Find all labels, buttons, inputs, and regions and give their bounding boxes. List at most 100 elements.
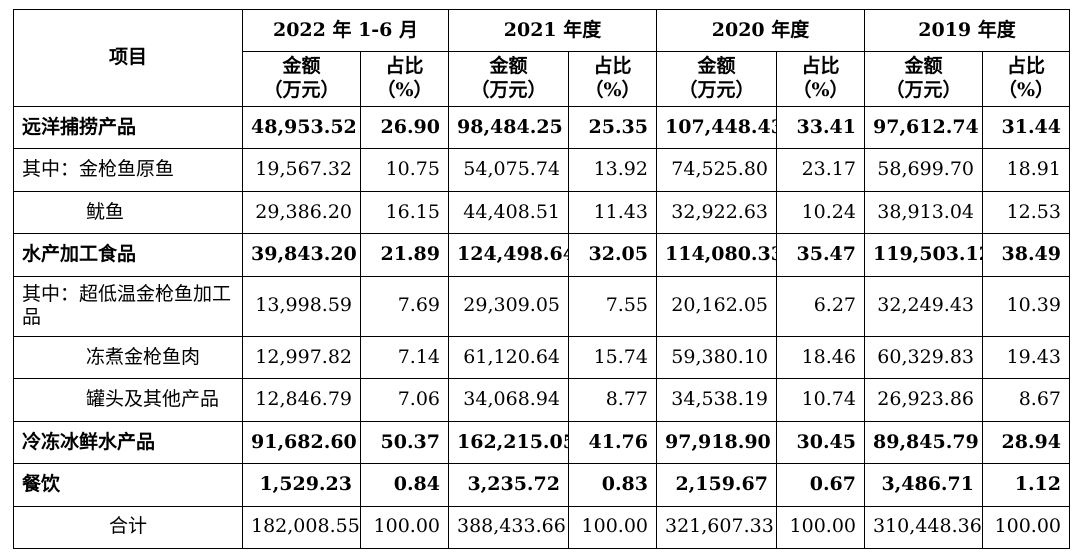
- header-amount: 金额 （万元）: [242, 51, 361, 107]
- amount-cell: 119,503.12: [864, 233, 983, 277]
- ratio-cell: 11.43: [568, 190, 657, 235]
- header-ratio: 占比 （%）: [776, 51, 865, 107]
- amount-cell: 58,699.70: [864, 148, 983, 192]
- ratio-cell: 18.46: [776, 335, 865, 380]
- row-label: 水产加工食品: [13, 233, 243, 277]
- ratio-cell: 13.92: [568, 148, 657, 192]
- header-amount: 金额 （万元）: [448, 51, 569, 107]
- amount-cell: 89,845.79: [864, 420, 983, 465]
- amount-cell: 60,329.83: [864, 335, 983, 380]
- amount-cell: 182,008.55: [242, 505, 361, 550]
- amount-cell: 98,484.25: [448, 105, 569, 150]
- header-period-2019: 2019 年度: [864, 9, 1070, 52]
- ratio-cell: 10.75: [360, 148, 449, 192]
- amount-cell: 97,612.74: [864, 105, 983, 150]
- ratio-cell: 10.39: [982, 275, 1070, 337]
- amount-cell: 34,068.94: [448, 378, 569, 422]
- ratio-cell: 100.00: [982, 505, 1070, 550]
- table-row: 远洋捕捞产品 48,953.52 26.90 98,484.25 25.35 107,44…: [13, 105, 1070, 150]
- amount-cell: 3,235.72: [448, 463, 569, 507]
- ratio-cell: 10.74: [776, 378, 865, 422]
- amount-cell: 29,386.20: [242, 190, 361, 235]
- row-label: 远洋捕捞产品: [13, 105, 243, 150]
- ratio-cell: 16.15: [360, 190, 449, 235]
- ratio-cell: 100.00: [568, 505, 657, 550]
- ratio-cell: 7.55: [568, 275, 657, 337]
- row-label: 其中：超低温金枪鱼加工品: [13, 275, 243, 337]
- table-body: 远洋捕捞产品 48,953.52 26.90 98,484.25 25.35 107,44…: [13, 105, 1070, 550]
- amount-cell: 32,922.63: [656, 190, 777, 235]
- revenue-table: 项目 2022 年 1-6 月 2021 年度 2020 年度 2019 年度 …: [13, 9, 1070, 550]
- amount-cell: 48,953.52: [242, 105, 361, 150]
- amount-cell: 54,075.74: [448, 148, 569, 192]
- table-row: 冻煮金枪鱼肉 12,997.82 7.14 61,120.64 15.74 59,380.…: [13, 335, 1070, 380]
- ratio-cell: 28.94: [982, 420, 1070, 465]
- row-label: 冻煮金枪鱼肉: [13, 335, 243, 380]
- amount-cell: 162,215.05: [448, 420, 569, 465]
- ratio-cell: 32.05: [568, 233, 657, 277]
- row-label: 餐饮: [13, 463, 243, 507]
- amount-cell: 321,607.33: [656, 505, 777, 550]
- ratio-cell: 8.67: [982, 378, 1070, 422]
- amount-cell: 12,997.82: [242, 335, 361, 380]
- table-row: 其中：超低温金枪鱼加工品 13,998.59 7.69 29,309.05 7.55 20…: [13, 275, 1070, 337]
- amount-cell: 1,529.23: [242, 463, 361, 507]
- ratio-cell: 10.24: [776, 190, 865, 235]
- amount-cell: 34,538.19: [656, 378, 777, 422]
- amount-cell: 114,080.33: [656, 233, 777, 277]
- amount-cell: 12,846.79: [242, 378, 361, 422]
- amount-cell: 107,448.43: [656, 105, 777, 150]
- ratio-cell: 6.27: [776, 275, 865, 337]
- amount-cell: 124,498.64: [448, 233, 569, 277]
- table-row: 鱿鱼 29,386.20 16.15 44,408.51 11.43 32,922.63 1…: [13, 190, 1070, 235]
- header-period-2021: 2021 年度: [448, 9, 657, 52]
- table-row: 合计 182,008.55 100.00 388,433.66 100.00 321,60…: [13, 505, 1070, 550]
- ratio-cell: 7.69: [360, 275, 449, 337]
- ratio-cell: 0.84: [360, 463, 449, 507]
- table-row: 餐饮 1,529.23 0.84 3,235.72 0.83 2,159.67 0.67 3,…: [13, 463, 1070, 507]
- header-item: 项目: [13, 9, 243, 107]
- ratio-cell: 41.76: [568, 420, 657, 465]
- ratio-cell: 15.74: [568, 335, 657, 380]
- table-row: 冷冻冰鲜水产品 91,682.60 50.37 162,215.05 41.76 97,9…: [13, 420, 1070, 465]
- row-label: 合计: [13, 505, 243, 550]
- amount-cell: 97,918.90: [656, 420, 777, 465]
- header-row-periods: 项目 2022 年 1-6 月 2021 年度 2020 年度 2019 年度: [13, 9, 1070, 107]
- row-label: 其中：金枪鱼原鱼: [13, 148, 243, 192]
- ratio-cell: 18.91: [982, 148, 1070, 192]
- header-amount: 金额 （万元）: [864, 51, 983, 107]
- ratio-cell: 38.49: [982, 233, 1070, 277]
- header-ratio: 占比 （%）: [982, 51, 1070, 107]
- header-period-2020: 2020 年度: [656, 9, 865, 52]
- ratio-cell: 8.77: [568, 378, 657, 422]
- ratio-cell: 1.12: [982, 463, 1070, 507]
- table-row: 水产加工食品 39,843.20 21.89 124,498.64 32.05 114,0…: [13, 233, 1070, 277]
- ratio-cell: 7.14: [360, 335, 449, 380]
- row-label: 冷冻冰鲜水产品: [13, 420, 243, 465]
- amount-cell: 20,162.05: [656, 275, 777, 337]
- amount-cell: 310,448.36: [864, 505, 983, 550]
- ratio-cell: 0.67: [776, 463, 865, 507]
- table-row: 其中：金枪鱼原鱼 19,567.32 10.75 54,075.74 13.92 74,5…: [13, 148, 1070, 192]
- amount-cell: 74,525.80: [656, 148, 777, 192]
- amount-cell: 29,309.05: [448, 275, 569, 337]
- ratio-cell: 25.35: [568, 105, 657, 150]
- header-period-2022h1: 2022 年 1-6 月: [242, 9, 449, 52]
- ratio-cell: 31.44: [982, 105, 1070, 150]
- amount-cell: 388,433.66: [448, 505, 569, 550]
- ratio-cell: 26.90: [360, 105, 449, 150]
- row-label: 罐头及其他产品: [13, 378, 243, 422]
- header-row-sub: 金额 （万元） 占比 （%） 金额 （万元） 占比 （%） 金额 （万元） 占比 （%） 金…: [14, 51, 1070, 107]
- header-ratio: 占比 （%）: [568, 51, 657, 107]
- header-ratio: 占比 （%）: [360, 51, 449, 107]
- ratio-cell: 100.00: [360, 505, 449, 550]
- amount-cell: 13,998.59: [242, 275, 361, 337]
- amount-cell: 2,159.67: [656, 463, 777, 507]
- amount-cell: 59,380.10: [656, 335, 777, 380]
- amount-cell: 61,120.64: [448, 335, 569, 380]
- ratio-cell: 35.47: [776, 233, 865, 277]
- ratio-cell: 23.17: [776, 148, 865, 192]
- table-row: 罐头及其他产品 12,846.79 7.06 34,068.94 8.77 34,538.…: [13, 378, 1070, 422]
- ratio-cell: 50.37: [360, 420, 449, 465]
- amount-cell: 91,682.60: [242, 420, 361, 465]
